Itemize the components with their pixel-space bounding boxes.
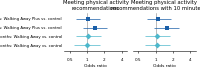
Title: Meeting physical activity
recommendations: Meeting physical activity recommendation… <box>63 0 129 11</box>
X-axis label: Odds ratio: Odds ratio <box>84 64 107 68</box>
Title: Meeting physical activity
recommendations with 10 minute bouts: Meeting physical activity recommendation… <box>111 0 200 11</box>
X-axis label: Odds ratio: Odds ratio <box>153 64 176 68</box>
